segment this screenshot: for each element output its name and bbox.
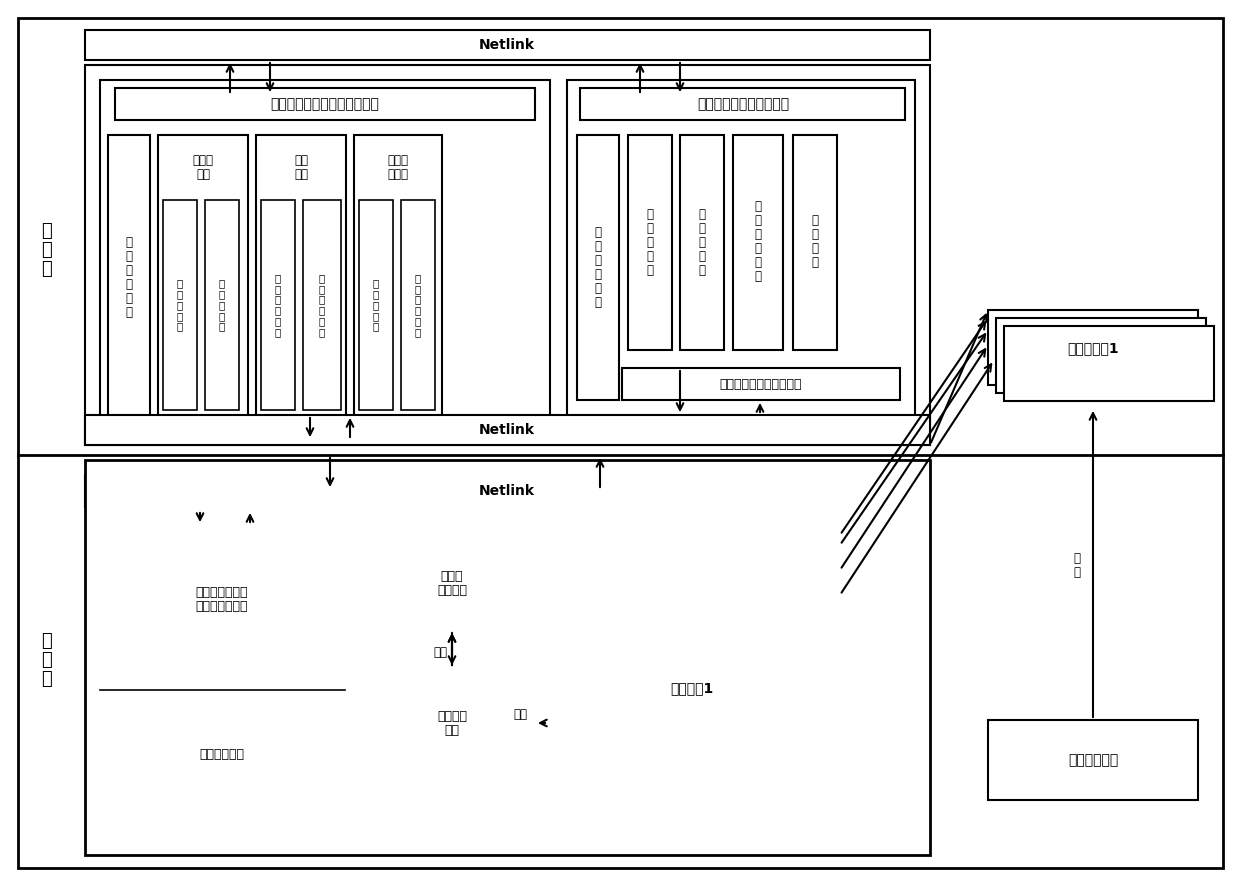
Text: 进
程
控
制
管
理: 进 程 控 制 管 理	[275, 273, 281, 337]
Text: 程
序
区
段
修
复: 程 序 区 段 修 复	[319, 273, 325, 337]
Bar	[622, 368, 900, 400]
Text: 用户消息解析及消息发送: 用户消息解析及消息发送	[697, 97, 789, 111]
Bar	[157, 135, 248, 420]
Bar	[255, 135, 346, 420]
Bar	[100, 525, 345, 840]
Bar	[794, 135, 837, 350]
Bar	[577, 135, 619, 400]
Text: 进程
管理: 进程 管理	[294, 155, 308, 181]
Bar	[360, 200, 393, 410]
Text: 用户态消息解析
及内核消息发送: 用户态消息解析 及内核消息发送	[196, 587, 248, 613]
Text: 预期值
控制部分: 预期值 控制部分	[436, 570, 467, 596]
Text: 守
护
进
程
模
块: 守 护 进 程 模 块	[594, 226, 601, 309]
Text: Netlink: Netlink	[479, 38, 534, 52]
Bar	[733, 135, 782, 350]
Text: 比较: 比较	[433, 645, 446, 658]
Text: 完整性
管理: 完整性 管理	[192, 155, 213, 181]
Text: 收
集
预
期
值: 收 集 预 期 值	[646, 207, 653, 276]
Bar	[205, 200, 239, 410]
Bar	[552, 535, 832, 830]
Bar	[680, 135, 724, 350]
Text: Netlink: Netlink	[479, 484, 534, 498]
Bar	[100, 80, 551, 440]
Text: 内
核
态: 内 核 态	[42, 632, 52, 689]
Bar	[86, 65, 930, 445]
Text: 进程运行控制: 进程运行控制	[1068, 753, 1118, 767]
Text: 内核消息解析及消息发送: 内核消息解析及消息发送	[719, 378, 802, 390]
Bar	[560, 543, 839, 838]
Bar	[580, 88, 905, 120]
Bar	[353, 135, 441, 420]
Bar	[996, 318, 1207, 393]
Text: Netlink: Netlink	[479, 423, 534, 437]
Bar	[988, 720, 1198, 800]
Bar	[370, 668, 534, 778]
Bar	[370, 535, 534, 630]
Text: 监控线程1: 监控线程1	[671, 681, 714, 695]
Text: 用
户
态: 用 户 态	[42, 221, 52, 279]
Bar	[627, 135, 672, 350]
Bar	[401, 200, 435, 410]
Text: 管
理
预
期
值: 管 理 预 期 值	[698, 207, 706, 276]
Bar	[115, 88, 534, 120]
Text: 管
理
日
志: 管 理 日 志	[811, 214, 818, 270]
Text: 被监控进程1: 被监控进程1	[1068, 341, 1118, 355]
Bar	[86, 30, 930, 60]
Bar	[86, 415, 930, 445]
Text: 度量: 度量	[513, 709, 527, 721]
Bar	[1004, 326, 1214, 401]
Text: 完
整
性
情
况: 完 整 性 情 况	[373, 279, 379, 332]
Text: 预
期
值
收
集: 预 期 值 收 集	[177, 279, 184, 332]
Text: 度量结果收集: 度量结果收集	[200, 749, 244, 761]
Text: 度
量
异
常
处
理: 度 量 异 常 处 理	[754, 201, 761, 283]
Bar	[86, 475, 930, 507]
Text: 分页度量
部分: 分页度量 部分	[436, 710, 467, 736]
Bar	[568, 551, 848, 846]
Bar	[303, 200, 341, 410]
Text: 度量实
时情况: 度量实 时情况	[387, 155, 408, 181]
Text: 度
量
日
志
管
理: 度 量 日 志 管 理	[415, 273, 422, 337]
Text: 预
期
值
管
理: 预 期 值 管 理	[219, 279, 226, 332]
Text: 用
户
管
理
模
块: 用 户 管 理 模 块	[125, 235, 133, 319]
Bar	[260, 200, 295, 410]
Bar	[86, 460, 930, 855]
Bar	[567, 80, 915, 440]
Bar	[162, 200, 197, 410]
Bar	[108, 135, 150, 420]
Text: 守护进程消息解析及消息发送: 守护进程消息解析及消息发送	[270, 97, 379, 111]
Text: 改
变: 改 变	[1074, 551, 1080, 579]
Bar	[988, 310, 1198, 385]
